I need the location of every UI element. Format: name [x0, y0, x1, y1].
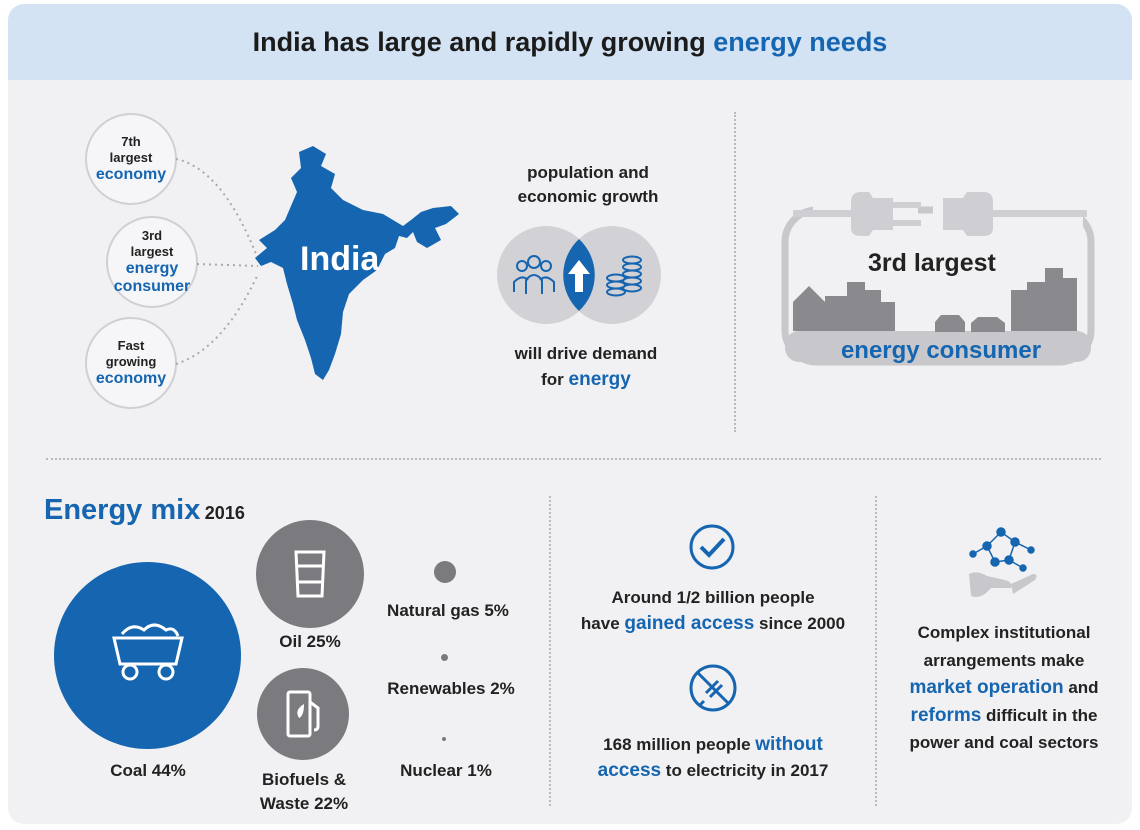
renewables-label: Renewables 2%: [387, 679, 515, 698]
arrow-up-icon: [568, 260, 590, 292]
infographic-card: India has large and rapidly growing ener…: [8, 4, 1132, 824]
bottom-divider-left: [549, 496, 551, 806]
growth-bottom-text: will drive demand for energy: [514, 344, 658, 390]
renewables-dot: [441, 654, 448, 661]
bottom-divider-right: [875, 496, 877, 806]
consumer-label: energy consumer: [840, 337, 1042, 364]
coins-icon: [606, 255, 642, 297]
people-icon: [513, 255, 555, 294]
no-electricity-icon: [689, 664, 737, 712]
growth-top-text: population and economic growth: [517, 163, 659, 206]
biofuels-label: Biofuels & Waste 22%: [259, 770, 349, 813]
consumer-rank: 3rd largest: [868, 249, 996, 277]
natural-gas-dot: [434, 561, 456, 583]
socket-icon: [943, 192, 1087, 236]
city-skyline-icon: [793, 268, 1077, 331]
oil-label: Oil 25%: [279, 632, 341, 651]
nuclear-label: Nuclear 1%: [400, 761, 492, 780]
top-divider: [734, 112, 736, 432]
fact-circle-energy-rank: 3rd largest energy consumer: [106, 216, 198, 308]
coal-label: Coal 44%: [110, 761, 186, 780]
oil-circle: [256, 520, 364, 628]
page-title: India has large and rapidly growing ener…: [252, 26, 888, 57]
access-without-text: 168 million people without access to ele…: [597, 734, 829, 781]
leaf-icon: [297, 704, 304, 718]
hand-icon: [969, 572, 1012, 597]
coal-cart-icon: [112, 623, 184, 681]
energy-mix-title: Energy mix 2016: [44, 494, 245, 526]
india-map-label: India: [300, 240, 380, 278]
biofuels-circle: [257, 668, 349, 760]
cars-icon: [935, 315, 1005, 332]
india-map-icon: [255, 146, 459, 380]
plug-icon: [793, 192, 921, 236]
fact-circle-growth: Fast growing economy: [85, 317, 177, 409]
coal-circle: [54, 562, 241, 749]
check-circle-icon: [689, 524, 735, 570]
network-hand-icon: [969, 527, 1037, 597]
header-banner: India has large and rapidly growing ener…: [8, 4, 1132, 80]
middle-divider: [46, 458, 1101, 460]
connector-lines: [175, 158, 259, 365]
access-gained-text: Around 1/2 billion people have gained ac…: [580, 588, 846, 634]
oil-barrel-icon: [294, 550, 326, 598]
natural-gas-label: Natural gas 5%: [387, 601, 509, 620]
growth-venn-diagram: [497, 226, 661, 324]
fuel-pump-icon: [286, 690, 320, 738]
nuclear-dot: [442, 737, 446, 741]
energy-consumer-illustration: [781, 192, 1095, 366]
institutional-text: Complex institutional arrangements make …: [909, 623, 1099, 752]
